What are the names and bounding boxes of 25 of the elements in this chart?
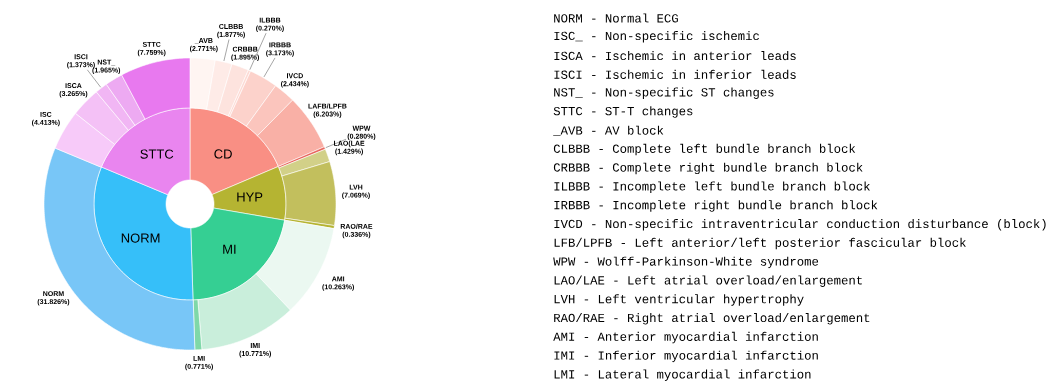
text: CRBBB - Complete right bundle branch block [553, 162, 863, 175]
text: LFB/LPFB - Left anterior/left posterior fascicular block [554, 237, 966, 250]
text: LMI - Lateral myocardial infarction [554, 369, 811, 381]
text: _AVB - AV block [553, 125, 664, 136]
text: LAO/LAE - Left atrial overload/enlargement [554, 275, 862, 287]
text: IVCD - Non-specific intraventricular conduction disturbance (block) [554, 219, 1046, 231]
text: NST_ - Non-specific ST changes [554, 87, 774, 99]
text: WPW - Wolff-Parkinson-White syndrome [553, 256, 819, 269]
slice-label: CD [214, 149, 232, 159]
text: AMI - Anterior myocardial infarction [553, 331, 818, 344]
slice-label: STTC [140, 149, 174, 159]
text: IMI - Inferior myocardial infarction [554, 350, 818, 363]
text: NORM - Normal ECG [554, 13, 678, 23]
slice-label: MI [223, 244, 236, 254]
slice-label: NORM [121, 233, 160, 243]
text: ISCA - Ischemic in anterior leads [554, 51, 796, 61]
text: LVH - Left ventricular hypertrophy [554, 294, 804, 306]
text: ISCI - Ischemic in inferior leads [554, 69, 796, 79]
slice-label: HYP [237, 192, 263, 202]
text: IRBBB - Incomplete right bundle branch block [554, 200, 878, 212]
text: CLBBB - Complete left bundle branch block [553, 143, 856, 156]
text: RAO/RAE - Right atrial overload/enlargement [554, 313, 870, 325]
text: STTC - ST-T changes [553, 106, 693, 118]
text: ISC_ - Non-specific ischemic [554, 31, 759, 43]
text: ILBBB - Incomplete left bundle branch block [554, 181, 870, 193]
